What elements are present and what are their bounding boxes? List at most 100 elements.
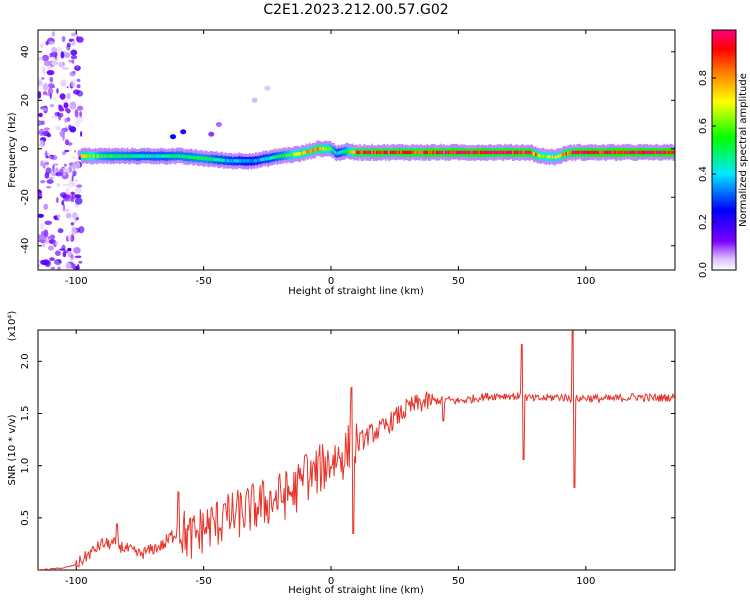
heatmap-ridge-cell — [169, 154, 172, 158]
heatmap-ridge-cell — [82, 154, 84, 158]
heatmap-ridge-cell — [664, 150, 667, 155]
heatmap-noise-cell — [80, 131, 83, 137]
heatmap-ridge-cell — [360, 150, 363, 155]
heatmap-ridge-cell — [108, 154, 110, 158]
heatmap-noise-cell — [51, 31, 56, 37]
heatmap-ridge-cell — [91, 154, 94, 158]
heatmap-ridge-cell — [382, 150, 384, 155]
heatmap-ridge-cell — [181, 154, 184, 159]
heatmap-ridge-cell — [123, 154, 126, 158]
heatmap-noise-cell — [75, 161, 81, 169]
heatmap-noise-cell — [38, 112, 43, 118]
heatmap-ridge-cell — [267, 156, 269, 161]
heatmap-ridge-cell — [583, 150, 586, 155]
heatmap-noise-cell — [57, 218, 60, 221]
heatmap-ridge-cell — [447, 150, 450, 155]
heatmap-ridge-cell — [380, 150, 383, 155]
heatmap-ridge-cell — [525, 150, 528, 155]
heatmap-ridge-cell — [377, 150, 380, 155]
heatmap-ridge-cell — [403, 150, 406, 155]
heatmap-ridge-cell — [622, 150, 624, 155]
heatmap-noise-cell — [75, 179, 78, 182]
heatmap-ridge-cell — [171, 154, 173, 158]
heatmap-ridge-cell — [434, 150, 436, 155]
heatmap-ridge-cell — [567, 151, 569, 155]
heatmap-ridge-cell — [605, 150, 607, 155]
heatmap-ridge-cell — [145, 154, 147, 158]
heatmap-ridge-cell — [585, 150, 587, 155]
heatmap-noise-cell — [77, 149, 82, 157]
heatmap-ridge-cell — [224, 158, 227, 163]
heatmap-ridge-cell — [187, 155, 190, 159]
heatmap-noise-cell — [64, 163, 67, 167]
heatmap-noise-cell — [64, 108, 70, 112]
heatmap-noise-cell — [67, 234, 72, 241]
heatmap-ridge-cell — [576, 150, 578, 155]
heatmap-ridge-cell — [105, 154, 107, 158]
heatmap-ridge-cell — [420, 150, 422, 155]
heatmap-ridge-cell — [453, 150, 456, 155]
heatmap-ridge-cell — [293, 152, 295, 157]
heatmap-ridge-cell — [350, 150, 352, 154]
heatmap-noise-cell — [70, 196, 75, 203]
heatmap-noise-cell — [43, 237, 51, 244]
heatmap-ridge-cell — [272, 155, 274, 160]
heatmap-ridge-cell — [186, 155, 188, 159]
heatmap-ridge-cell — [594, 150, 597, 155]
heatmap-ridge-cell — [195, 156, 198, 160]
heatmap-ridge-cell — [568, 151, 571, 155]
heatmap-ridge-cell — [84, 154, 86, 158]
heatmap-ridge-cell — [117, 154, 120, 158]
heatmap-noise-cell — [64, 117, 68, 124]
heatmap-noise-cell — [76, 84, 81, 89]
heatmap-ridge-cell — [331, 148, 334, 152]
heatmap-ridge-cell — [278, 154, 280, 159]
spectrogram-heatmap — [38, 31, 675, 270]
heatmap-ridge-cell — [247, 159, 250, 163]
heatmap-noise-cell — [59, 130, 65, 138]
heatmap-ridge-cell — [287, 153, 289, 157]
heatmap-ridge-cell — [527, 150, 529, 155]
heatmap-ridge-cell — [484, 150, 487, 155]
heatmap-ridge-cell — [285, 153, 288, 157]
heatmap-stray-cell — [208, 131, 215, 137]
heatmap-ridge-cell — [317, 147, 320, 151]
heatmap-noise-cell — [42, 91, 48, 96]
heatmap-ridge-cell — [298, 152, 300, 156]
heatmap-ridge-cell — [441, 150, 444, 155]
heatmap-noise-cell — [75, 65, 80, 70]
heatmap-ridge-cell — [509, 150, 511, 155]
heatmap-ridge-cell — [160, 154, 162, 158]
heatmap-ridge-cell — [661, 150, 664, 155]
heatmap-ridge-cell — [489, 150, 491, 155]
heatmap-noise-cell — [66, 42, 71, 48]
heatmap-ridge-cell — [146, 154, 149, 158]
heatmap-ridge-cell — [253, 159, 256, 163]
heatmap-ridge-cell — [372, 150, 375, 155]
heatmap-ridge-cell — [395, 150, 398, 155]
heatmap-ridge-cell — [217, 158, 219, 162]
heatmap-ridge-cell — [539, 154, 542, 158]
heatmap-ridge-cell — [343, 149, 346, 153]
heatmap-noise-cell — [42, 54, 49, 62]
heatmap-ridge-cell — [428, 150, 430, 155]
heatmap-noise-cell — [74, 194, 82, 199]
heatmap-ridge-cell — [394, 150, 396, 155]
heatmap-noise-cell — [47, 87, 54, 95]
heatmap-noise-cell — [50, 51, 58, 58]
heatmap-ridge-cell — [255, 159, 257, 163]
heatmap-ridge-cell — [625, 150, 627, 155]
heatmap-ridge-cell — [206, 157, 208, 161]
heatmap-ridge-cell — [533, 152, 535, 156]
heatmap-ridge-cell — [351, 150, 354, 154]
heatmap-noise-cell — [45, 162, 49, 165]
spectrogram-y-tick-label: 40 — [20, 45, 31, 58]
heatmap-noise-cell — [71, 227, 77, 235]
heatmap-noise-cell — [64, 249, 69, 254]
heatmap-noise-cell — [40, 180, 46, 184]
snr-series-line — [38, 330, 675, 570]
heatmap-ridge-cell — [609, 150, 612, 155]
snr-y-tick-label: 2.0 — [20, 353, 31, 369]
heatmap-ridge-cell — [590, 150, 592, 155]
heatmap-ridge-cell — [204, 156, 207, 161]
